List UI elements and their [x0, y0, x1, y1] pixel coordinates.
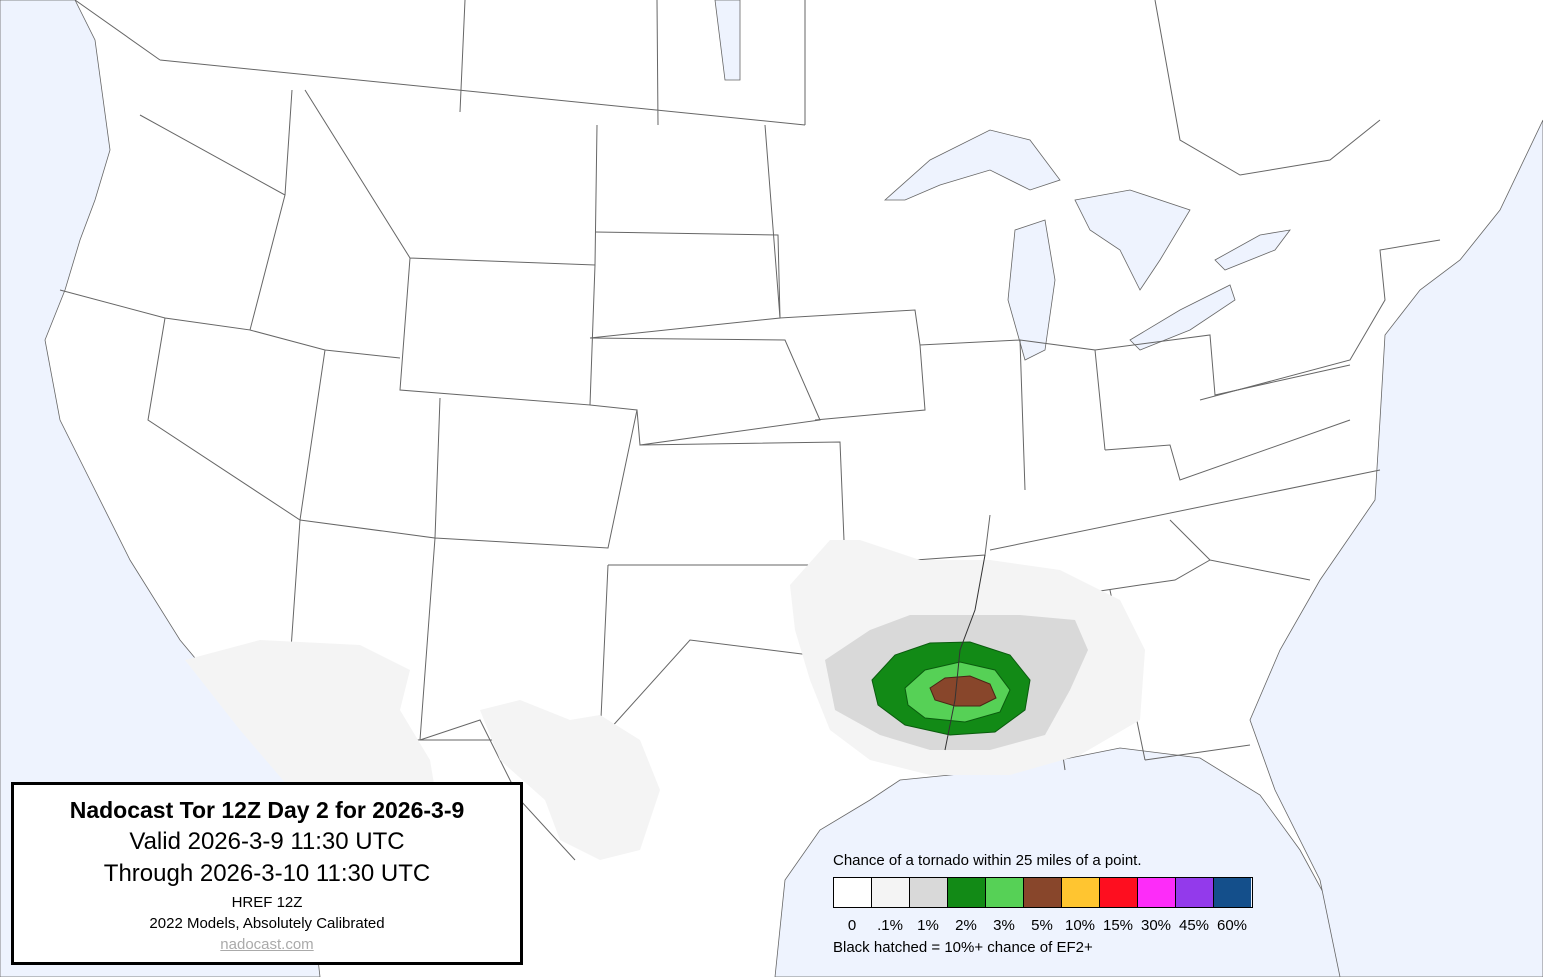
lake-superior: [883, 129, 1061, 201]
legend-note: Black hatched = 10%+ chance of EF2+: [833, 939, 1093, 956]
legend-swatch: [834, 878, 872, 907]
title-box: Nadocast Tor 12Z Day 2 for 2026-3-9 Vali…: [11, 782, 523, 965]
nadocast-link[interactable]: nadocast.com: [220, 936, 314, 953]
map-title: Nadocast Tor 12Z Day 2 for 2026-3-9: [69, 797, 465, 823]
legend-swatch: [1062, 878, 1100, 907]
mississippi-river: [944, 554, 986, 751]
legend: Chance of a tornado within 25 miles of a…: [833, 852, 1253, 956]
legend-swatches: [833, 877, 1253, 908]
lake-huron: [1074, 189, 1191, 291]
legend-swatch: [948, 878, 986, 907]
contour-0.1pct-texas: [480, 700, 660, 860]
legend-label: 0: [847, 917, 857, 934]
valid-time: Valid 2026-3-9 11:30 UTC: [129, 828, 405, 855]
legend-swatch: [872, 878, 910, 907]
legend-swatch: [1138, 878, 1176, 907]
legend-swatch: [910, 878, 948, 907]
legend-labels: 0 .1% 1% 2% 3% 5% 10% 15% 30% 45% 60%: [833, 917, 1253, 934]
legend-swatch: [1214, 878, 1251, 907]
legend-swatch: [986, 878, 1024, 907]
legend-label: 3%: [993, 917, 1015, 934]
contour-5pct: [929, 675, 997, 707]
legend-label: 5%: [1031, 917, 1053, 934]
legend-swatch: [1176, 878, 1214, 907]
legend-label: 30%: [1140, 917, 1172, 934]
legend-label: 60%: [1216, 917, 1248, 934]
lake-michigan: [1007, 219, 1056, 361]
through-time: Through 2026-3-10 11:30 UTC: [103, 860, 431, 887]
lake-ontario: [1214, 229, 1291, 271]
legend-label: 1%: [917, 917, 939, 934]
lake-erie: [1129, 284, 1236, 351]
legend-swatch: [1100, 878, 1138, 907]
model-run: HREF 12Z: [231, 894, 303, 911]
legend-swatch: [1024, 878, 1062, 907]
legend-label: 10%: [1064, 917, 1096, 934]
atlantic-ocean: [1249, 119, 1543, 977]
legend-label: 45%: [1178, 917, 1210, 934]
legend-label: .1%: [877, 917, 903, 934]
legend-title: Chance of a tornado within 25 miles of a…: [833, 852, 1142, 869]
calibration-note: 2022 Models, Absolutely Calibrated: [149, 915, 385, 932]
legend-label: 15%: [1102, 917, 1134, 934]
lake-winnipeg: [714, 0, 741, 81]
legend-label: 2%: [955, 917, 977, 934]
